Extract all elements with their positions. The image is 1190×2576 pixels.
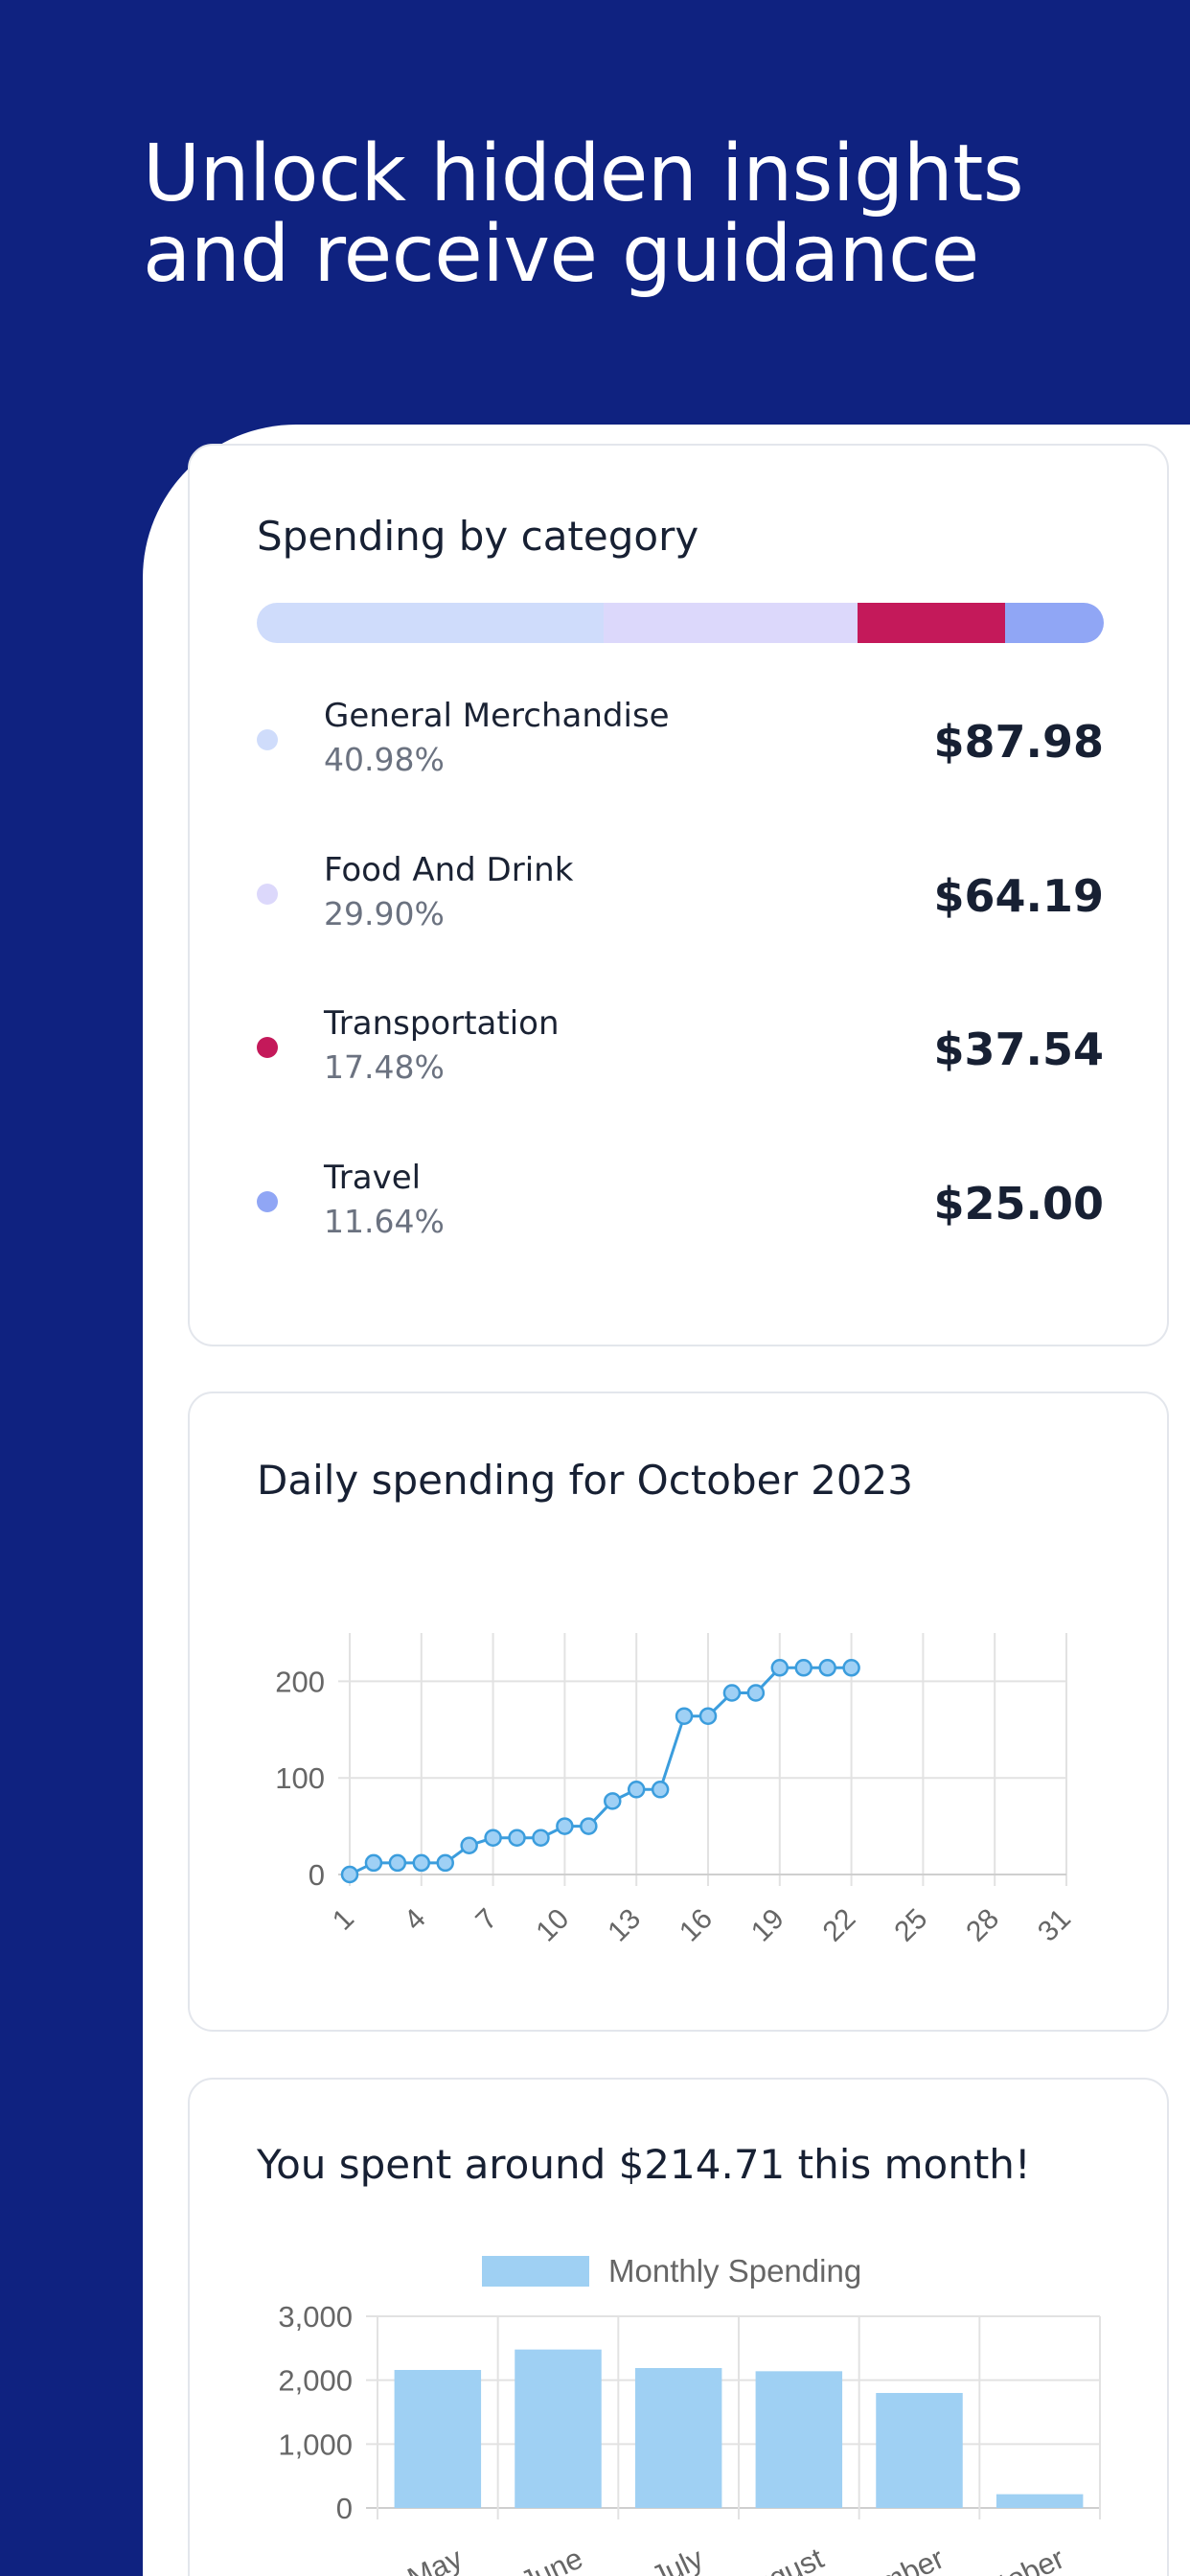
data-point — [818, 1659, 836, 1677]
category-name: General Merchandise — [324, 697, 670, 735]
data-point — [651, 1781, 670, 1799]
x-tick-label: 25 — [888, 1903, 933, 1948]
x-tick-label: 13 — [602, 1903, 647, 1948]
y-tick-label: 1,000 — [278, 2427, 353, 2461]
category-percent: 17.48% — [324, 1048, 445, 1086]
x-tick-label: 7 — [469, 1903, 503, 1937]
series-line — [349, 1666, 852, 1876]
x-tick-label: 4 — [399, 1903, 432, 1937]
y-tick-label: 100 — [275, 1761, 325, 1795]
category-row-travel[interactable]: Travel 11.64% $25.00 — [257, 1159, 1104, 1245]
x-tick-label: 10 — [530, 1903, 575, 1948]
data-point — [556, 1817, 574, 1835]
data-point — [436, 1853, 454, 1873]
y-tick-label: 2,000 — [278, 2364, 353, 2398]
data-point — [388, 1853, 407, 1873]
spending-by-category-card[interactable]: Spending by category General Merchandise… — [188, 444, 1169, 1346]
data-point — [746, 1684, 766, 1702]
x-tick-label: 19 — [745, 1903, 790, 1948]
category-amount: $25.00 — [933, 1178, 1104, 1230]
x-tick-label: May — [402, 2541, 468, 2576]
data-point — [627, 1781, 646, 1799]
data-point — [484, 1828, 502, 1847]
category-color-dot — [257, 1037, 278, 1058]
monthly-spending-bar-chart: Monthly Spending 0 1,000 2,000 3,000 May June J… — [278, 2253, 1101, 2576]
category-name: Travel — [324, 1159, 422, 1197]
card-title: Spending by category — [257, 513, 699, 560]
category-color-dot — [257, 884, 278, 905]
bar-september — [876, 2393, 963, 2508]
card-title: Daily spending for October 2023 — [257, 1457, 914, 1504]
y-tick-label: 0 — [309, 1858, 325, 1892]
bar-segment-food-and-drink — [604, 603, 858, 643]
category-row-food-and-drink[interactable]: Food And Drink 29.90% $64.19 — [257, 851, 1104, 937]
bar-segment-transportation — [857, 603, 1006, 643]
category-name: Food And Drink — [324, 851, 574, 889]
data-point — [364, 1853, 383, 1873]
card-title: You spent around $214.71 this month! — [257, 2141, 1031, 2188]
y-tick-label: 0 — [336, 2492, 353, 2525]
bar-segment-travel — [1005, 603, 1104, 643]
category-row-general-merchandise[interactable]: General Merchandise 40.98% $87.98 — [257, 697, 1104, 783]
data-point — [675, 1707, 694, 1725]
category-percent: 40.98% — [324, 741, 445, 778]
data-point — [770, 1659, 790, 1677]
bar-june — [515, 2349, 602, 2508]
hero-title: Unlock hidden insights and receive guida… — [143, 128, 1024, 300]
x-tick-label: August — [731, 2541, 830, 2576]
data-point — [842, 1659, 860, 1677]
legend-label: Monthly Spending — [608, 2253, 861, 2288]
x-tick-label: October — [959, 2542, 1069, 2576]
x-tick-label: July — [646, 2541, 708, 2576]
data-point — [532, 1828, 550, 1847]
data-point — [604, 1792, 622, 1810]
data-point — [340, 1865, 359, 1884]
data-point — [412, 1853, 431, 1873]
x-tick-label: 16 — [674, 1903, 719, 1948]
category-percent: 29.90% — [324, 895, 445, 932]
x-tick-label: 31 — [1032, 1903, 1077, 1948]
category-color-dot — [257, 1191, 278, 1212]
category-name: Transportation — [324, 1004, 560, 1043]
daily-spending-line-chart: 1 4 7 10 13 16 19 22 25 28 31 0 100 200 — [275, 1633, 1077, 1948]
category-color-dot — [257, 729, 278, 750]
data-point — [698, 1707, 718, 1725]
data-point — [794, 1659, 812, 1677]
bar-may — [394, 2370, 482, 2508]
legend-swatch — [482, 2256, 589, 2287]
category-row-transportation[interactable]: Transportation 17.48% $37.54 — [257, 1004, 1104, 1091]
category-amount: $37.54 — [933, 1024, 1104, 1075]
bar-segment-general-merchandise — [257, 603, 605, 643]
x-tick-label: 1 — [327, 1903, 360, 1937]
monthly-spending-card: You spent around $214.71 this month! Mon… — [188, 2078, 1169, 2576]
category-stacked-bar — [257, 603, 1104, 643]
bar-october — [995, 2494, 1084, 2508]
y-tick-label: 200 — [275, 1665, 325, 1698]
data-point — [722, 1684, 742, 1702]
x-tick-label: 22 — [817, 1903, 862, 1948]
bar-august — [755, 2371, 843, 2508]
category-amount: $87.98 — [933, 716, 1104, 768]
x-tick-label: June — [515, 2542, 588, 2576]
x-tick-label: 28 — [960, 1903, 1005, 1948]
category-amount: $64.19 — [933, 870, 1104, 922]
data-point — [508, 1828, 526, 1847]
daily-spending-card: Daily spending for October 2023 1 4 7 10 13 1… — [188, 1392, 1169, 2032]
data-point — [460, 1836, 478, 1855]
bar-july — [634, 2368, 722, 2508]
category-percent: 11.64% — [324, 1203, 445, 1240]
data-point — [580, 1817, 598, 1835]
y-tick-label: 3,000 — [278, 2300, 353, 2334]
